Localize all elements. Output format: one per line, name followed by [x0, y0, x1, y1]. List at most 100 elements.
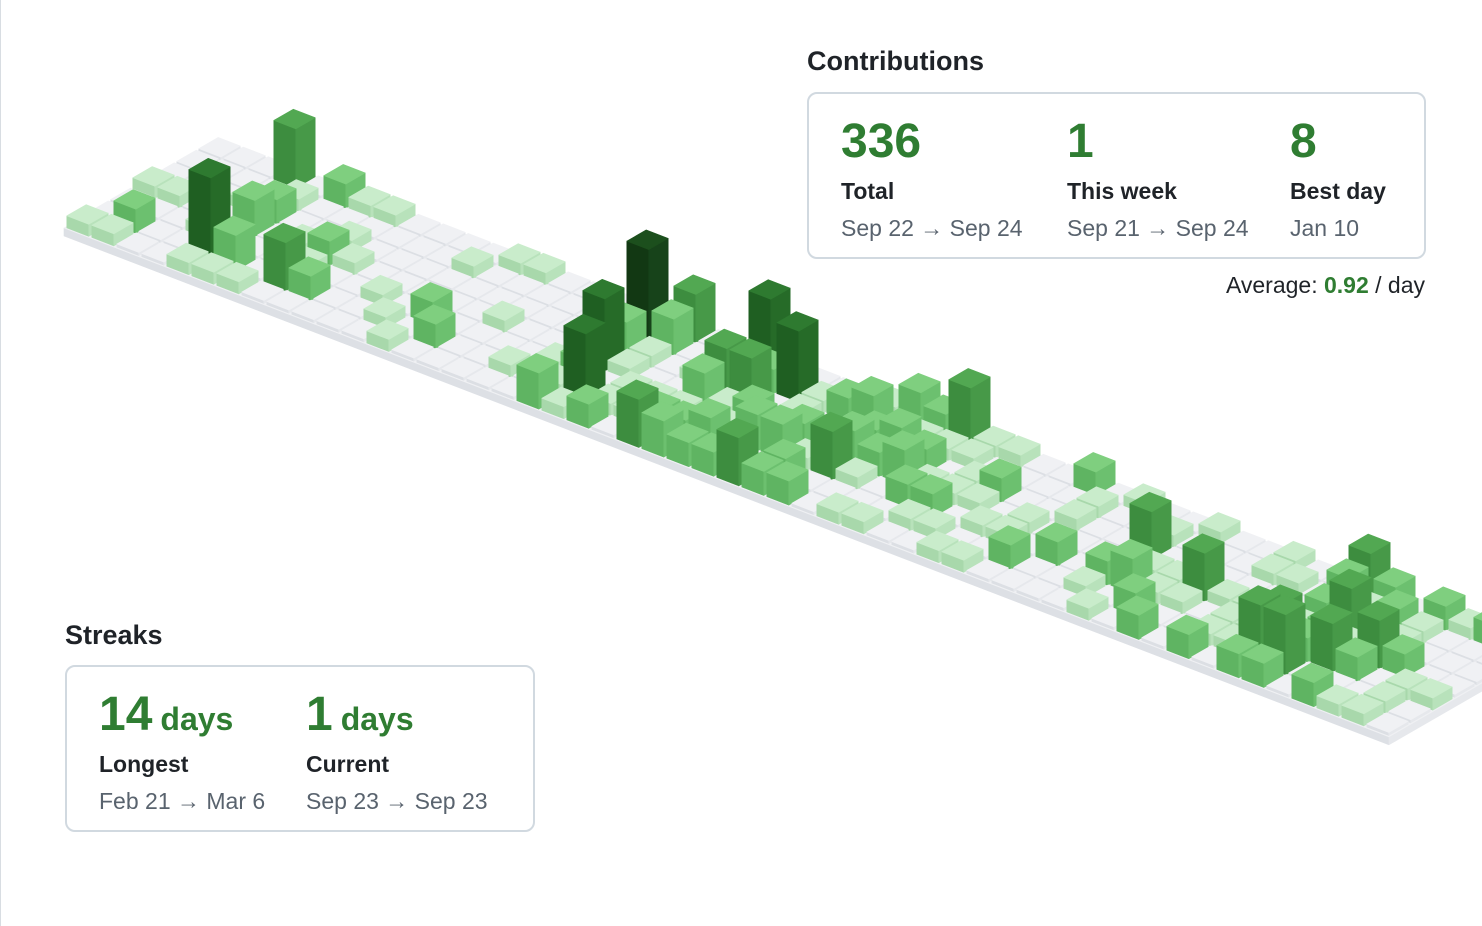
bar-top-face: [851, 375, 894, 397]
bar-top-face: [1079, 517, 1122, 539]
bar-top-face: [507, 319, 550, 340]
bar-top-face: [1363, 681, 1406, 702]
contribution-bar: [451, 246, 494, 279]
frame-edge: [0, 0, 1, 926]
bar-top-face: [1335, 637, 1378, 658]
current-streak-stat: 1 days Current Sep 23 → Sep 23: [306, 691, 488, 815]
contributions-title: Contributions: [807, 46, 984, 76]
bar-top-face: [1007, 502, 1050, 523]
bar-top-face: [1160, 582, 1203, 603]
bar-top-face: [132, 166, 175, 187]
bar-top-face: [991, 568, 1034, 589]
total-value: 336: [841, 115, 922, 168]
current-streak-value: 1: [306, 688, 333, 741]
contribution-bar: [91, 213, 134, 247]
bar-top-face: [716, 417, 759, 439]
bar-top-face: [966, 558, 1009, 580]
empty-cell: [866, 520, 909, 544]
bar-top-face: [516, 353, 559, 374]
streaks-card: 14 days Longest Feb 21 → Mar 6 1 days Curr…: [65, 665, 535, 832]
contribution-bar: [563, 313, 606, 407]
bar-top-face: [301, 197, 344, 219]
bar-top-face: [1238, 585, 1281, 606]
bar-top-face: [960, 505, 1003, 526]
empty-cell: [379, 248, 422, 273]
bar-top-face: [191, 252, 234, 273]
bar-top-face: [1073, 452, 1116, 473]
bar-top-face: [1026, 476, 1069, 497]
bar-top-face: [1276, 563, 1319, 584]
bar-top-face: [1013, 555, 1056, 577]
bar-top-face: [488, 345, 531, 366]
bar-top-face: [760, 404, 803, 425]
bar-top-face: [438, 334, 481, 356]
bar-top-face: [682, 353, 725, 374]
empty-cell: [1366, 712, 1409, 736]
bar-top-face: [973, 425, 1016, 447]
bar-top-face: [563, 313, 606, 335]
bar-top-face: [741, 451, 784, 472]
bar-top-face: [1251, 553, 1294, 574]
bar-side-face: [295, 117, 316, 190]
bar-top-face: [1310, 603, 1353, 625]
bar-top-face: [1110, 538, 1153, 560]
bar-top-face: [916, 530, 959, 552]
bar-top-face: [1426, 629, 1469, 651]
bar-top-face: [1476, 657, 1482, 663]
bar-top-face: [323, 164, 366, 185]
bar-top-face: [651, 299, 694, 320]
contribution-bar: [332, 243, 375, 276]
current-streak-label: Current: [306, 751, 390, 777]
bar-top-face: [704, 328, 747, 350]
bar-top-face: [226, 169, 269, 190]
bar-top-face: [776, 311, 819, 332]
bar-top-face: [116, 232, 159, 253]
bar-top-face: [307, 221, 350, 242]
bar-top-face: [360, 274, 403, 296]
bar-top-face: [1348, 533, 1391, 555]
average-text: Average: 0.92 / day: [1226, 272, 1425, 299]
bar-top-face: [882, 430, 925, 451]
bar-top-face: [1316, 684, 1359, 705]
bar-top-face: [1223, 530, 1266, 552]
bar-top-face: [1054, 499, 1097, 520]
bar-front-face: [263, 234, 287, 292]
contribution-bar: [216, 261, 259, 295]
bar-top-face: [1063, 565, 1106, 587]
bar-top-face: [1373, 567, 1416, 588]
bar-top-face: [273, 108, 316, 130]
bar-top-face: [448, 233, 491, 254]
bar-top-face: [1473, 612, 1482, 621]
bar-top-face: [423, 223, 466, 244]
streaks-title: Streaks: [65, 620, 163, 650]
bar-top-face: [263, 222, 306, 244]
bar-top-face: [460, 322, 503, 343]
bar-top-face: [485, 331, 528, 353]
empty-cell: [416, 347, 459, 372]
empty-cell: [441, 357, 484, 381]
empty-cell: [466, 366, 509, 391]
bar-top-face: [326, 207, 369, 228]
bar-top-face: [451, 246, 494, 267]
bar-front-face: [273, 120, 297, 190]
bar-top-face: [479, 287, 522, 308]
bar-top-face: [198, 137, 241, 158]
bar-top-face: [988, 525, 1031, 546]
bar-top-face: [1382, 634, 1425, 655]
bar-top-face: [1410, 678, 1453, 699]
bar-top-face: [379, 248, 422, 270]
bar-top-face: [232, 180, 275, 201]
bar-top-face: [813, 478, 856, 500]
bar-side-face: [1476, 678, 1482, 686]
bar-top-face: [1291, 662, 1334, 684]
this-week-value: 1: [1067, 115, 1094, 168]
bar-top-face: [1357, 600, 1400, 621]
bar-top-face: [404, 258, 447, 279]
bar-top-face: [566, 384, 609, 405]
bar-top-face: [291, 299, 334, 321]
bar-top-face: [113, 189, 156, 210]
bar-top-face: [1241, 643, 1284, 664]
bar-top-face: [1182, 533, 1225, 554]
bar-top-face: [1166, 614, 1209, 636]
